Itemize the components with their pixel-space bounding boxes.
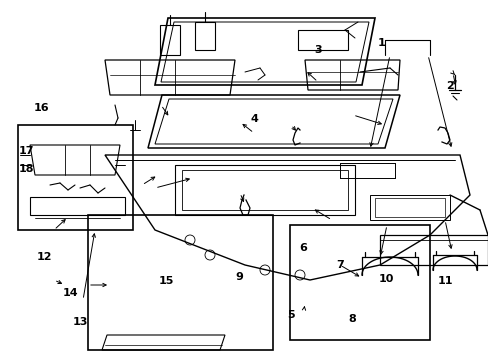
Text: 15: 15	[158, 276, 174, 286]
Text: 18: 18	[19, 164, 35, 174]
Text: 6: 6	[299, 243, 306, 253]
Text: 17: 17	[19, 146, 35, 156]
Text: 14: 14	[63, 288, 79, 298]
Text: 10: 10	[378, 274, 393, 284]
Text: 4: 4	[250, 114, 258, 124]
Text: 13: 13	[73, 317, 88, 327]
Text: 5: 5	[286, 310, 294, 320]
Text: 11: 11	[436, 276, 452, 286]
Text: 2: 2	[445, 81, 453, 91]
Text: 8: 8	[347, 314, 355, 324]
Text: 12: 12	[36, 252, 52, 262]
Text: 1: 1	[377, 38, 385, 48]
Text: 3: 3	[313, 45, 321, 55]
Text: 16: 16	[34, 103, 49, 113]
Text: 9: 9	[235, 272, 243, 282]
Text: 7: 7	[335, 260, 343, 270]
